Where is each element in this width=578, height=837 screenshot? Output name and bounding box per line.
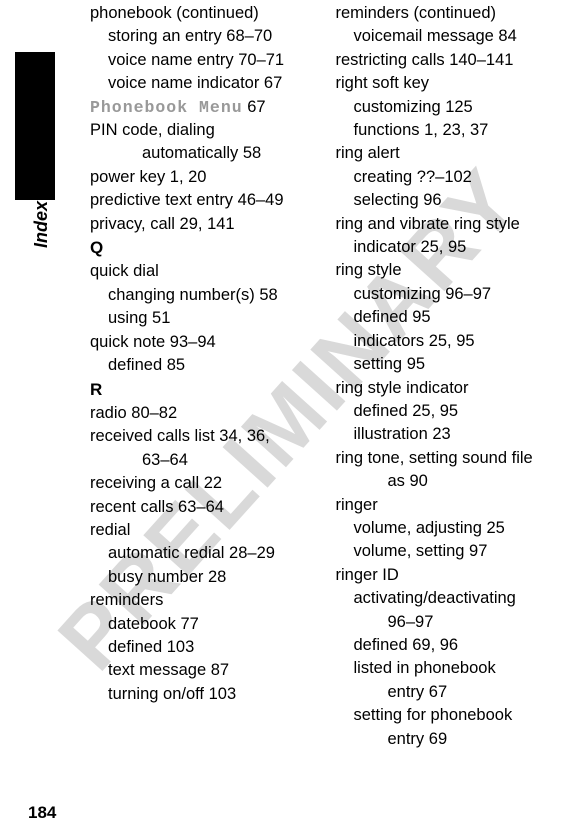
- index-entry: setting for phonebook: [336, 704, 564, 727]
- index-entry: ring style: [336, 259, 564, 282]
- index-entry: automatically 58: [90, 142, 318, 165]
- index-entry: right soft key: [336, 72, 564, 95]
- index-entry: power key 1, 20: [90, 166, 318, 189]
- index-entry: storing an entry 68–70: [90, 25, 318, 48]
- index-entry: text message 87: [90, 659, 318, 682]
- side-index-label: Index: [31, 201, 52, 248]
- index-columns: phonebook (continued)storing an entry 68…: [90, 2, 563, 751]
- index-entry: ringer ID: [336, 564, 564, 587]
- index-entry: volume, setting 97: [336, 540, 564, 563]
- index-entry: PIN code, dialing: [90, 119, 318, 142]
- index-entry: illustration 23: [336, 423, 564, 446]
- black-side-tab: [15, 52, 55, 200]
- index-entry: ring and vibrate ring style: [336, 213, 564, 236]
- index-entry: customizing 125: [336, 96, 564, 119]
- index-entry: functions 1, 23, 37: [336, 119, 564, 142]
- index-entry: entry 69: [336, 728, 564, 751]
- index-column-left: phonebook (continued)storing an entry 68…: [90, 2, 318, 751]
- index-entry: recent calls 63–64: [90, 496, 318, 519]
- index-entry: phonebook (continued): [90, 2, 318, 25]
- index-entry: defined 85: [90, 354, 318, 377]
- index-entry: ring alert: [336, 142, 564, 165]
- index-entry: reminders (continued): [336, 2, 564, 25]
- index-entry: creating ??–102: [336, 166, 564, 189]
- index-column-right: reminders (continued)voicemail message 8…: [336, 2, 564, 751]
- index-entry: voicemail message 84: [336, 25, 564, 48]
- index-entry: Q: [90, 238, 103, 257]
- index-entry: ring style indicator: [336, 377, 564, 400]
- index-entry: automatic redial 28–29: [90, 542, 318, 565]
- index-entry: busy number 28: [90, 566, 318, 589]
- index-entry: ringer: [336, 494, 564, 517]
- index-entry: listed in phonebook: [336, 657, 564, 680]
- index-entry: turning on/off 103: [90, 683, 318, 706]
- index-entry: volume, adjusting 25: [336, 517, 564, 540]
- index-entry: R: [90, 380, 102, 399]
- index-entry: voice name indicator 67: [90, 72, 318, 95]
- index-entry: entry 67: [336, 681, 564, 704]
- index-entry: Phonebook Menu 67: [90, 96, 318, 119]
- index-entry: redial: [90, 519, 318, 542]
- index-entry: defined 25, 95: [336, 400, 564, 423]
- index-entry: restricting calls 140–141: [336, 49, 564, 72]
- index-entry: defined 103: [90, 636, 318, 659]
- index-entry: privacy, call 29, 141: [90, 213, 318, 236]
- index-entry: predictive text entry 46–49: [90, 189, 318, 212]
- index-entry: defined 69, 96: [336, 634, 564, 657]
- index-entry: quick dial: [90, 260, 318, 283]
- index-entry: ring tone, setting sound file: [336, 447, 564, 470]
- index-entry: indicators 25, 95: [336, 330, 564, 353]
- page-number: 184: [28, 803, 56, 823]
- index-entry: quick note 93–94: [90, 331, 318, 354]
- index-entry: changing number(s) 58: [90, 284, 318, 307]
- index-entry: customizing 96–97: [336, 283, 564, 306]
- index-entry: defined 95: [336, 306, 564, 329]
- index-entry: indicator 25, 95: [336, 236, 564, 259]
- index-entry: 63–64: [90, 449, 318, 472]
- index-entry: as 90: [336, 470, 564, 493]
- index-entry: selecting 96: [336, 189, 564, 212]
- index-entry: receiving a call 22: [90, 472, 318, 495]
- index-entry: datebook 77: [90, 613, 318, 636]
- index-entry: received calls list 34, 36,: [90, 425, 318, 448]
- index-entry: voice name entry 70–71: [90, 49, 318, 72]
- index-entry: using 51: [90, 307, 318, 330]
- index-entry: reminders: [90, 589, 318, 612]
- index-entry: activating/deactivating: [336, 587, 564, 610]
- index-entry: setting 95: [336, 353, 564, 376]
- index-entry: 96–97: [336, 611, 564, 634]
- index-entry: radio 80–82: [90, 402, 318, 425]
